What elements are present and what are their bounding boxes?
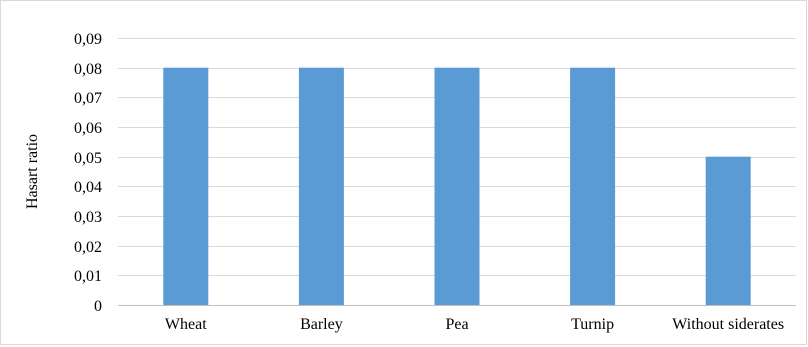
x-tick-label: Pea [445, 316, 468, 333]
x-axis-ticks: Wheat Barley Pea Turnip Without siderates [165, 316, 784, 333]
y-tick-label: 0,04 [74, 179, 102, 196]
bar-wheat [163, 67, 209, 306]
bar-barley [298, 67, 344, 306]
x-tick-label: Wheat [165, 316, 207, 333]
x-tick-label: Turnip [571, 316, 614, 333]
y-tick-label: 0,02 [74, 239, 102, 256]
bar-turnip [570, 67, 616, 306]
x-tick-label: Without siderates [672, 316, 784, 333]
bars [163, 67, 751, 306]
y-tick-label: 0,01 [74, 268, 102, 285]
y-tick-label: 0,03 [74, 209, 102, 226]
y-tick-label: 0 [94, 298, 102, 315]
y-tick-label: 0,05 [74, 150, 102, 167]
y-tick-label: 0,08 [74, 61, 102, 78]
y-tick-label: 0,09 [74, 31, 102, 48]
bar-pea [434, 67, 480, 306]
y-tick-label: 0,06 [74, 120, 102, 137]
x-tick-label: Barley [300, 316, 343, 333]
y-tick-label: 0,07 [74, 90, 102, 107]
bar-without-siderates [705, 156, 751, 305]
y-axis-ticks: 0 0,01 0,02 0,03 0,04 0,05 0,06 0,07 0,08 0,09 [74, 31, 102, 315]
y-axis-title: Hasart ratio [24, 134, 41, 209]
